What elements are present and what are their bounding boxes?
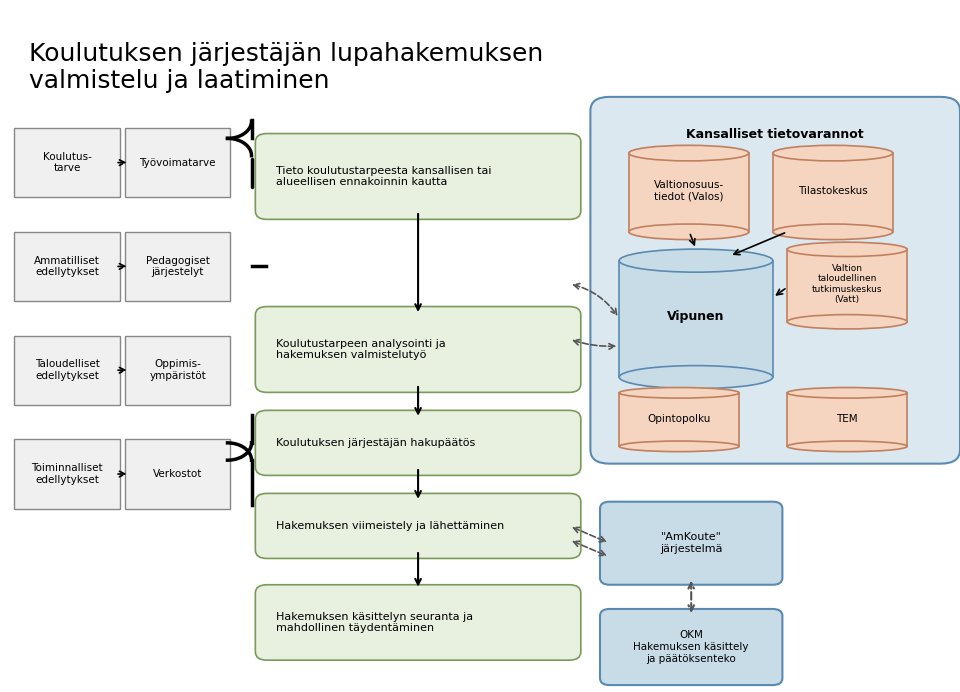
Text: Koulutustarpeen analysointi ja
hakemuksen valmistelutyö: Koulutustarpeen analysointi ja hakemukse… xyxy=(276,338,446,361)
Ellipse shape xyxy=(787,441,907,452)
Ellipse shape xyxy=(619,365,773,389)
Text: Työvoimatarve: Työvoimatarve xyxy=(139,158,216,167)
Text: Oppimis-
ympäristöt: Oppimis- ympäristöt xyxy=(149,359,206,381)
Text: Koulutus-
tarve: Koulutus- tarve xyxy=(43,152,91,174)
Text: Tieto koulutustarpeesta kansallisen tai
alueellisen ennakoinnin kautta: Tieto koulutustarpeesta kansallisen tai … xyxy=(276,165,492,188)
FancyBboxPatch shape xyxy=(773,153,893,232)
FancyBboxPatch shape xyxy=(14,439,120,509)
FancyBboxPatch shape xyxy=(255,307,581,392)
Ellipse shape xyxy=(629,224,749,239)
Ellipse shape xyxy=(619,249,773,272)
FancyBboxPatch shape xyxy=(590,97,960,464)
FancyBboxPatch shape xyxy=(787,249,907,322)
FancyBboxPatch shape xyxy=(255,493,581,558)
FancyBboxPatch shape xyxy=(14,128,120,197)
Ellipse shape xyxy=(787,242,907,257)
FancyBboxPatch shape xyxy=(125,336,230,405)
Ellipse shape xyxy=(773,224,893,239)
FancyBboxPatch shape xyxy=(600,609,782,685)
Text: Tilastokeskus: Tilastokeskus xyxy=(798,186,868,196)
FancyBboxPatch shape xyxy=(14,232,120,301)
Text: Valtion
taloudellinen
tutkimuskeskus
(Vatt): Valtion taloudellinen tutkimuskeskus (Va… xyxy=(812,264,882,304)
Text: Opintopolku: Opintopolku xyxy=(647,414,711,424)
FancyBboxPatch shape xyxy=(629,153,749,232)
FancyBboxPatch shape xyxy=(14,336,120,405)
Text: Koulutuksen järjestäjän lupahakemuksen
valmistelu ja laatiminen: Koulutuksen järjestäjän lupahakemuksen v… xyxy=(29,42,543,93)
Text: Valtionosuus-
tiedot (Valos): Valtionosuus- tiedot (Valos) xyxy=(654,180,724,201)
Text: Vipunen: Vipunen xyxy=(667,310,725,323)
FancyBboxPatch shape xyxy=(255,410,581,475)
FancyBboxPatch shape xyxy=(125,128,230,197)
FancyBboxPatch shape xyxy=(600,502,782,585)
Ellipse shape xyxy=(787,388,907,398)
Text: OKM
Hakemuksen käsittely
ja päätöksenteko: OKM Hakemuksen käsittely ja päätöksentek… xyxy=(634,630,749,664)
Ellipse shape xyxy=(619,441,739,452)
FancyBboxPatch shape xyxy=(125,232,230,301)
FancyBboxPatch shape xyxy=(255,585,581,660)
Text: "AmKoute"
järjestelmä: "AmKoute" järjestelmä xyxy=(660,532,723,554)
Ellipse shape xyxy=(629,145,749,161)
Ellipse shape xyxy=(773,145,893,161)
FancyBboxPatch shape xyxy=(787,393,907,446)
Text: Hakemuksen viimeistely ja lähettäminen: Hakemuksen viimeistely ja lähettäminen xyxy=(276,521,505,531)
Text: Koulutuksen järjestäjän hakupäätös: Koulutuksen järjestäjän hakupäätös xyxy=(276,438,476,448)
Text: Pedagogiset
järjestelyt: Pedagogiset järjestelyt xyxy=(146,255,209,277)
FancyBboxPatch shape xyxy=(125,439,230,509)
Text: Hakemuksen käsittelyn seuranta ja
mahdollinen täydentäminen: Hakemuksen käsittelyn seuranta ja mahdol… xyxy=(276,612,473,633)
Text: Toiminnalliset
edellytykset: Toiminnalliset edellytykset xyxy=(32,463,103,485)
FancyBboxPatch shape xyxy=(619,261,773,377)
Ellipse shape xyxy=(619,388,739,398)
FancyBboxPatch shape xyxy=(255,134,581,219)
Text: Taloudelliset
edellytykset: Taloudelliset edellytykset xyxy=(35,359,100,381)
FancyBboxPatch shape xyxy=(619,393,739,446)
Text: Ammatilliset
edellytykset: Ammatilliset edellytykset xyxy=(35,255,100,277)
Text: TEM: TEM xyxy=(836,414,858,424)
Text: Verkostot: Verkostot xyxy=(153,469,203,479)
Text: Kansalliset tietovarannot: Kansalliset tietovarannot xyxy=(686,128,864,141)
Ellipse shape xyxy=(787,315,907,329)
